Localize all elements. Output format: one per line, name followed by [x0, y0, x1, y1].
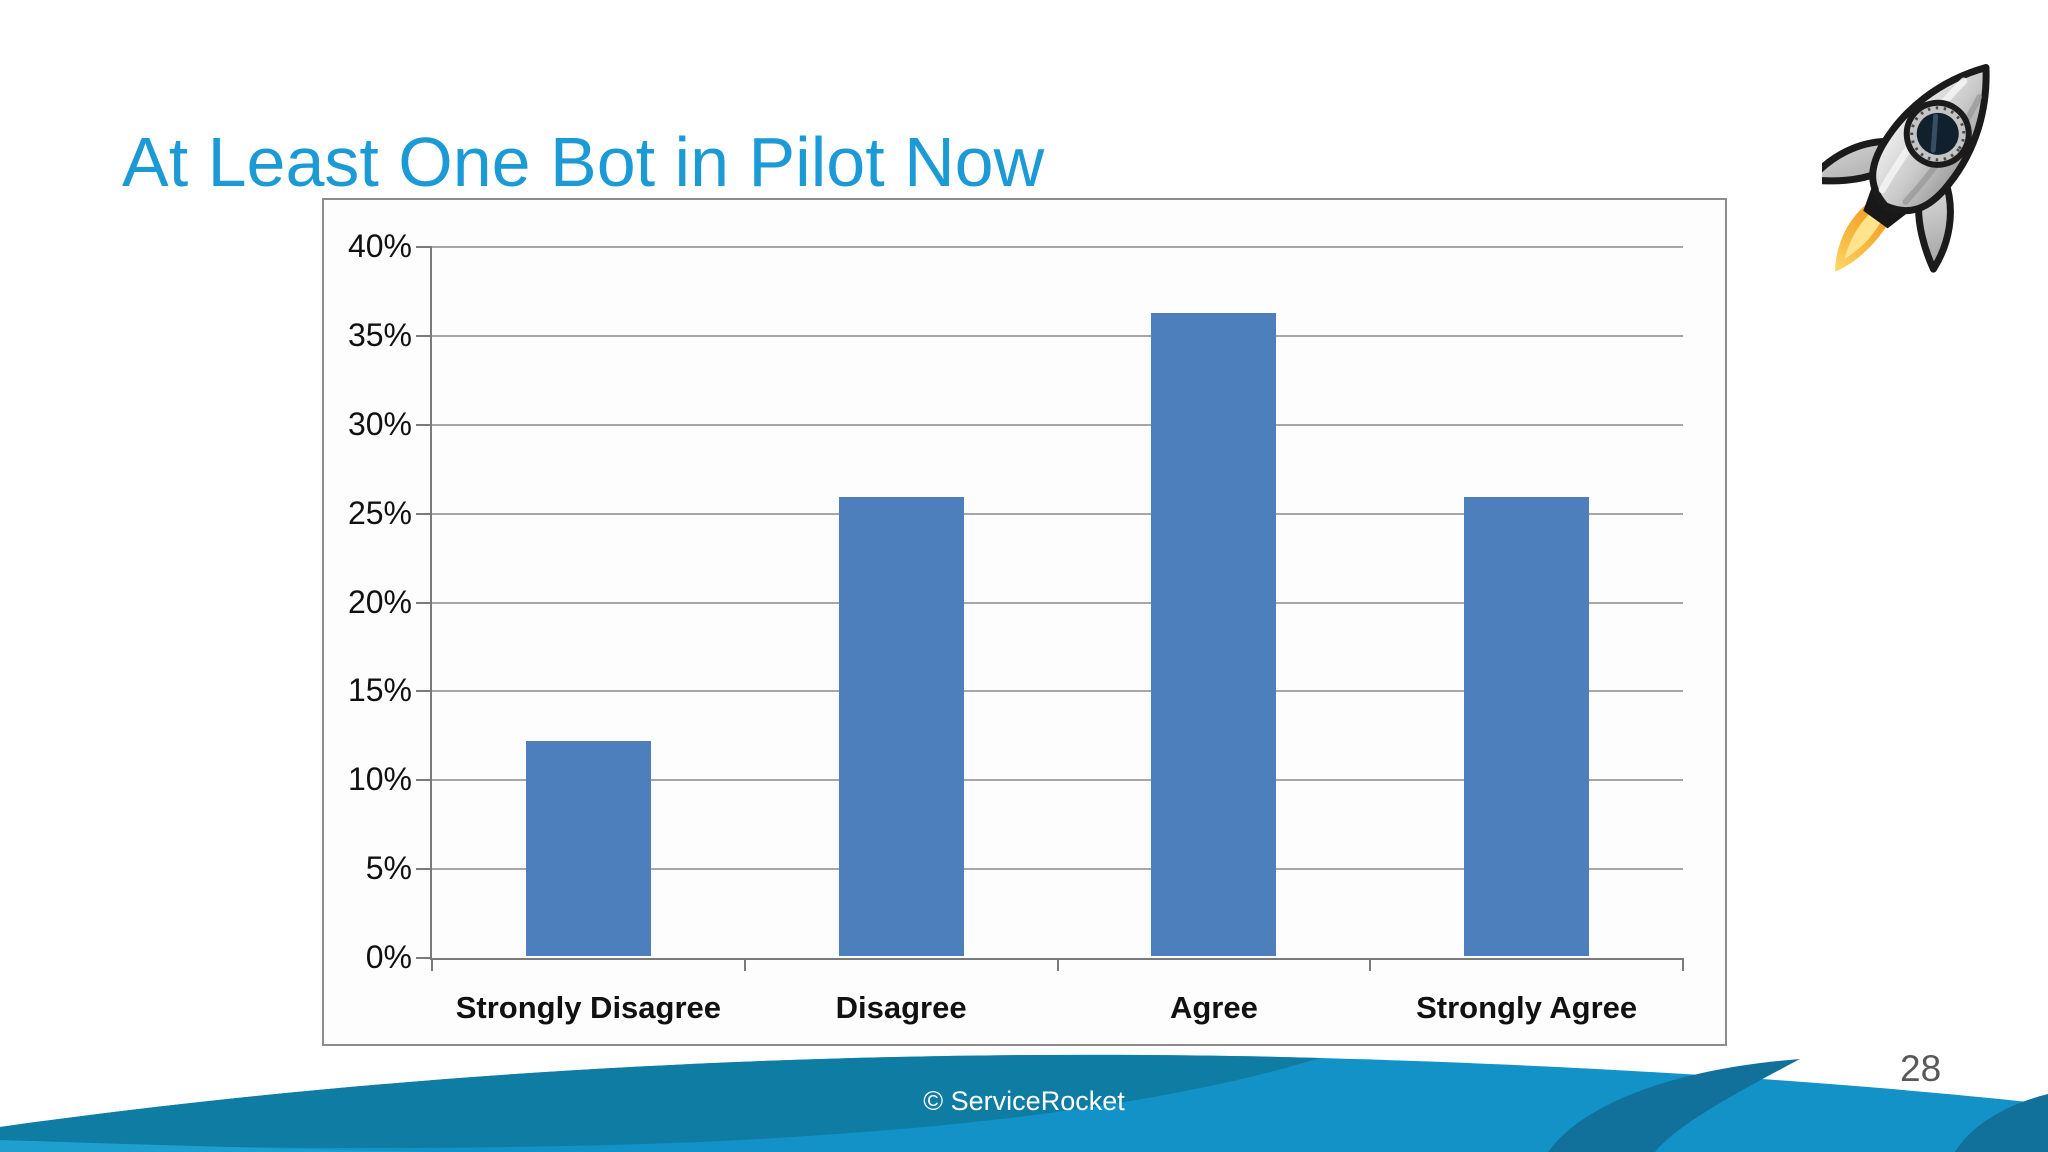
y-tick — [416, 601, 432, 604]
page-number: 28 — [1900, 1048, 1942, 1089]
y-tick — [416, 779, 432, 782]
y-tick — [416, 868, 432, 871]
wave-corner-shape — [1955, 1094, 2048, 1152]
gridline — [432, 334, 1683, 337]
gridline — [432, 690, 1683, 693]
x-axis-label: Agree — [1169, 990, 1258, 1025]
gridline — [432, 246, 1683, 248]
x-axis-label: Disagree — [835, 990, 967, 1025]
rocket-logo-icon — [1822, 63, 1990, 273]
bar — [1464, 497, 1590, 956]
y-axis-label: 5% — [365, 849, 412, 886]
gridline — [432, 423, 1683, 426]
y-tick — [416, 512, 432, 515]
bar — [838, 497, 964, 956]
y-tick — [416, 957, 432, 959]
gridline — [432, 779, 1683, 782]
x-tick — [1369, 958, 1372, 971]
wave-light-sliver-shape — [0, 1140, 430, 1152]
chart-frame: 0% 5% 10% 15% 20% 25% 30% 35% 40% Strongly Disagr… — [322, 198, 1727, 1046]
plot-area: 0% 5% 10% 15% 20% 25% 30% 35% 40% Strongly Disagr… — [348, 228, 1684, 1025]
x-axis-label: Strongly Agree — [1416, 990, 1638, 1025]
y-tick — [416, 246, 432, 248]
footer-copyright: © ServiceRocket — [923, 1086, 1125, 1116]
bar — [1151, 312, 1277, 956]
y-axis-line — [430, 247, 432, 960]
x-tick — [743, 958, 746, 971]
y-axis-label: 15% — [347, 672, 412, 709]
y-axis-label: 35% — [347, 316, 412, 353]
y-axis-label: 20% — [347, 583, 412, 620]
bottom-wave-decoration — [0, 1054, 2048, 1152]
y-axis-label: 40% — [347, 227, 412, 264]
gridline — [432, 512, 1683, 515]
x-tick — [1056, 958, 1059, 971]
gridline — [432, 868, 1683, 871]
x-axis-label: Strongly Disagree — [455, 990, 722, 1025]
y-tick — [416, 423, 432, 426]
y-axis-label: 10% — [347, 761, 412, 798]
wave-stripe-shape — [1548, 1059, 1800, 1152]
gridline — [432, 601, 1683, 604]
y-axis-label: 0% — [365, 938, 412, 975]
y-axis-label: 25% — [347, 494, 412, 531]
y-tick — [416, 690, 432, 693]
bar — [525, 740, 651, 956]
y-tick — [416, 334, 432, 337]
x-tick — [1682, 958, 1684, 971]
y-axis-label: 30% — [347, 405, 412, 442]
wave-dark-band-shape — [0, 1054, 1320, 1148]
x-tick — [431, 958, 433, 971]
slide-title: At Least One Bot in Pilot Now — [122, 123, 1045, 201]
